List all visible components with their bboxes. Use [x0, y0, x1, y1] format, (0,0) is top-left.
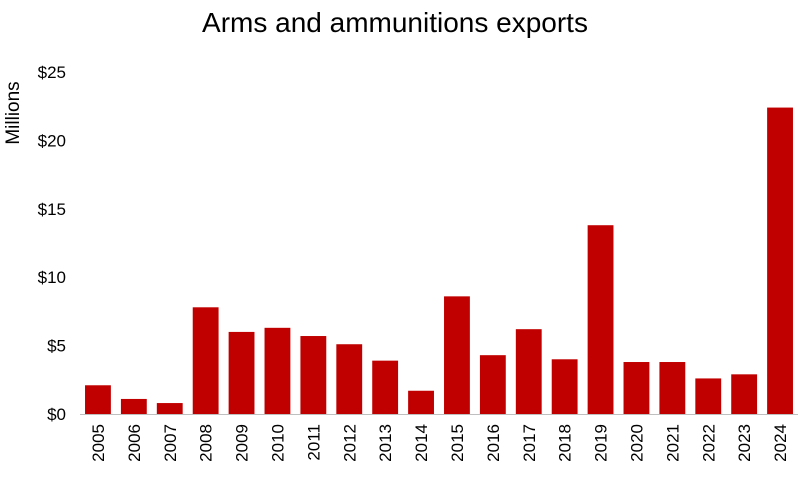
x-tick-label: 2008: [197, 424, 216, 462]
x-tick-label: 2024: [771, 424, 790, 462]
y-axis-label: Millions: [3, 81, 24, 144]
y-tick-label: $20: [38, 131, 66, 150]
x-axis-ticks: 2005 2006 2007 2008 2009 2010 2011 2012 2013 2014…: [89, 424, 790, 462]
bar-2019: [587, 225, 614, 414]
x-tick-label: 2019: [592, 424, 611, 462]
bar-2012: [336, 344, 363, 414]
bar-2011: [300, 336, 327, 414]
bar-2007: [156, 403, 183, 414]
bar-2015: [444, 296, 470, 414]
bar-2020: [623, 362, 650, 414]
bar-2016: [479, 355, 506, 414]
x-tick-label: 2016: [484, 424, 503, 462]
x-tick-label: 2013: [376, 424, 395, 462]
bar-2021: [659, 362, 686, 414]
bar-2014: [408, 390, 434, 414]
y-tick-label: $5: [47, 337, 66, 356]
y-axis-ticks: $0 $5 $10 $15 $20 $25: [38, 63, 66, 424]
y-tick-label: $25: [38, 63, 66, 82]
bar-2005: [85, 385, 111, 414]
x-tick-label: 2010: [268, 424, 287, 462]
x-tick-label: 2009: [233, 424, 252, 462]
x-tick-label: 2015: [448, 424, 467, 462]
bar-2008: [192, 307, 219, 414]
chart-title: Arms and ammunitions exports: [202, 7, 588, 38]
y-tick-label: $10: [38, 268, 66, 287]
bar-2010: [264, 327, 291, 414]
y-tick-label: $15: [38, 200, 66, 219]
x-tick-label: 2007: [161, 424, 180, 462]
x-tick-label: 2022: [699, 424, 718, 462]
x-tick-label: 2017: [520, 424, 539, 462]
x-tick-label: 2006: [125, 424, 144, 462]
bar-2024: [767, 107, 793, 415]
bar-2022: [695, 378, 722, 414]
x-tick-label: 2005: [89, 424, 108, 462]
bar-2017: [515, 329, 542, 414]
y-tick-label: $0: [47, 405, 66, 424]
x-tick-label: 2014: [412, 424, 431, 462]
x-tick-label: 2020: [627, 424, 646, 462]
bar-2013: [372, 360, 399, 414]
bar-2023: [731, 374, 758, 414]
x-tick-label: 2021: [663, 424, 682, 462]
bar-2018: [551, 359, 578, 414]
bar-2006: [120, 398, 147, 414]
bar-2009: [228, 331, 255, 414]
x-tick-label: 2023: [735, 424, 754, 462]
bars: [85, 107, 793, 415]
x-tick-label: 2018: [556, 424, 575, 462]
x-tick-label: 2011: [304, 424, 323, 461]
x-tick-label: 2012: [340, 424, 359, 462]
